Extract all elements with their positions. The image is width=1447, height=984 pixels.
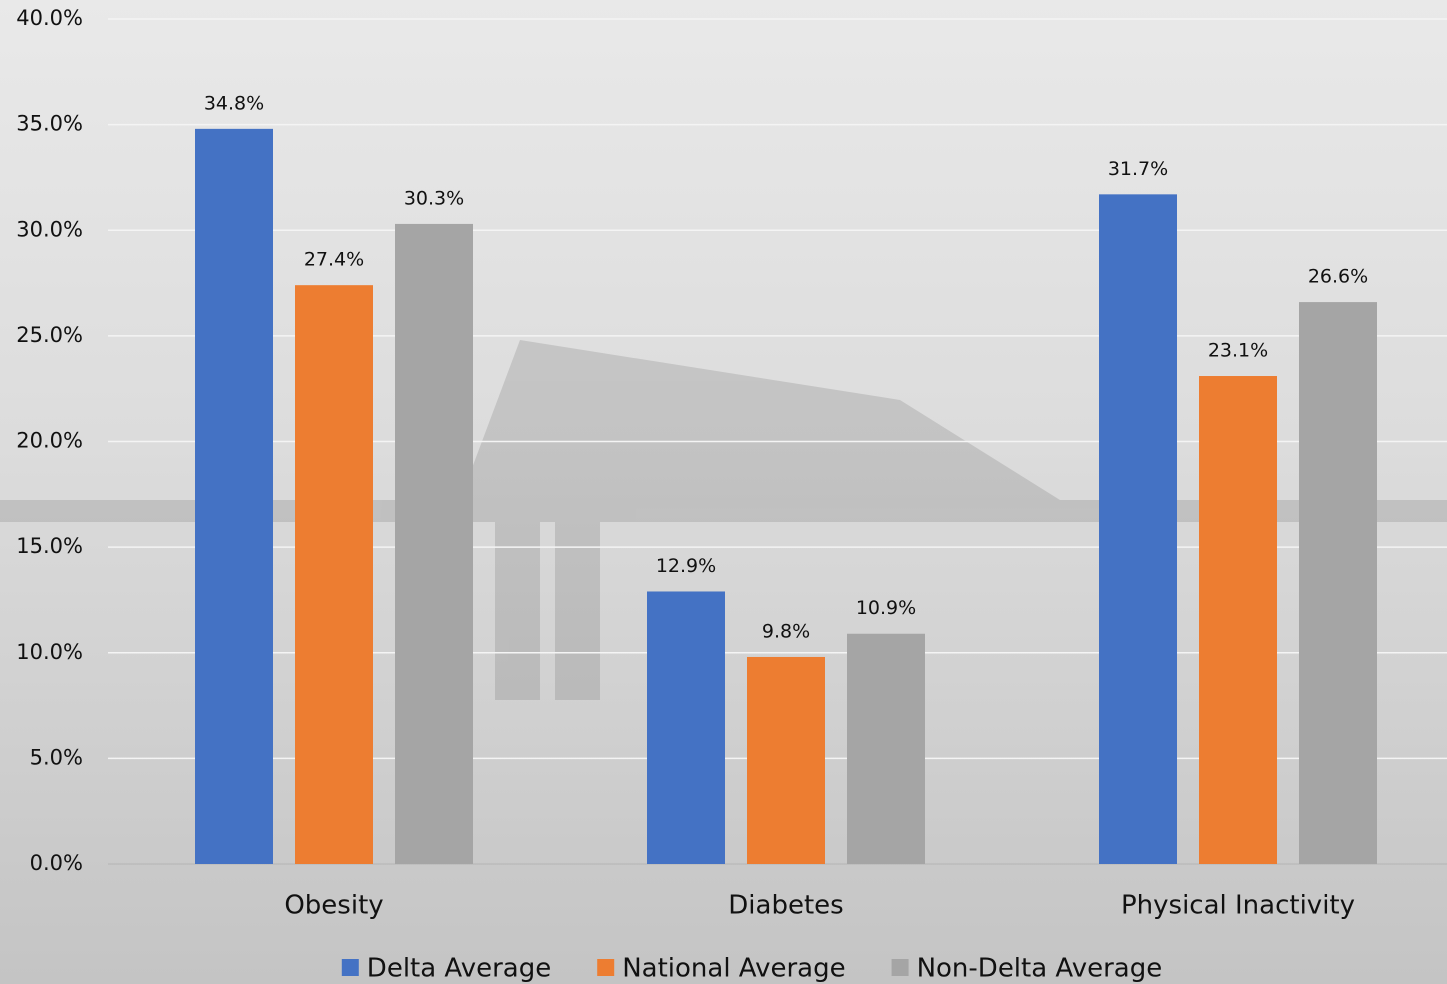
value-label: 23.1% [1208,340,1268,362]
bar [1099,194,1177,864]
legend-swatch [341,959,359,976]
bar [647,591,725,864]
legend-swatch [891,959,909,976]
value-label: 30.3% [404,187,464,209]
x-tick-label: Diabetes [728,891,843,921]
y-tick-label: 30.0% [16,217,83,241]
y-tick-label: 10.0% [16,640,83,664]
value-label: 31.7% [1108,158,1168,180]
legend-swatch [597,959,615,976]
y-tick-label: 5.0% [30,745,83,769]
bar [1199,376,1277,864]
y-tick-label: 20.0% [16,429,83,453]
bar [295,285,373,864]
value-label: 26.6% [1308,266,1368,288]
value-label: 9.8% [762,620,810,642]
y-tick-label: 40.0% [16,6,83,30]
bar [1299,302,1377,864]
y-tick-label: 15.0% [16,534,83,558]
value-label: 34.8% [204,92,264,114]
bar [195,128,273,865]
y-tick-label: 35.0% [16,112,83,136]
bar [847,633,925,864]
value-label: 27.4% [304,249,364,271]
value-label: 12.9% [656,555,716,577]
bar [747,656,825,864]
legend-label: Non-Delta Average [917,954,1163,984]
y-tick-label: 25.0% [16,323,83,347]
x-tick-label: Obesity [284,891,383,921]
x-tick-label: Physical Inactivity [1121,891,1355,921]
legend-label: Delta Average [367,954,551,984]
y-tick-label: 0.0% [30,851,83,875]
bar [395,223,473,865]
legend-label: National Average [622,954,845,984]
value-label: 10.9% [856,597,916,619]
